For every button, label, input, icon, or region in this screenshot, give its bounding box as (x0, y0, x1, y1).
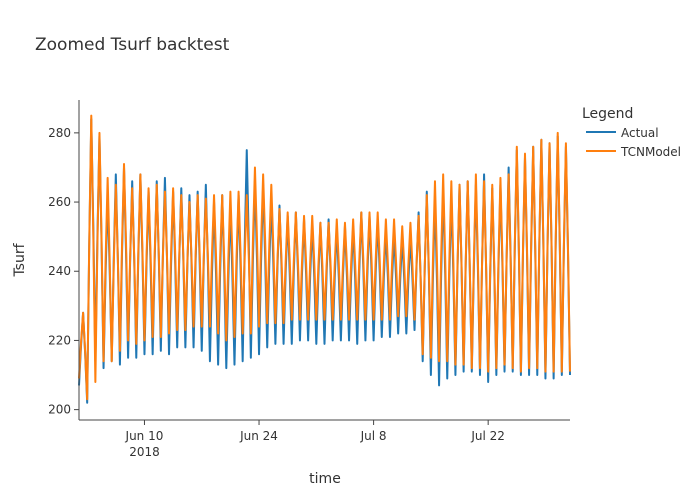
x-tick-label: Jul 8 (360, 429, 387, 443)
y-axis-ticks: 200 220 240 260 280 (48, 126, 79, 417)
y-tick-label: 220 (48, 333, 71, 347)
legend: Legend Actual TCNModel (582, 106, 681, 159)
x-tick-label: Jun 24 (239, 429, 278, 443)
x-tick-sublabel: 2018 (129, 445, 160, 459)
legend-label-tcnmodel: TCNModel (620, 145, 681, 159)
legend-label-actual: Actual (621, 126, 659, 140)
series-line-tcnmodel (78, 114, 571, 401)
y-tick-label: 240 (48, 264, 71, 278)
y-tick-label: 200 (48, 403, 71, 417)
x-axis-ticks: Jun 10 2018 Jun 24 Jul 8 Jul 22 (125, 420, 505, 459)
series-layer (78, 114, 571, 404)
y-axis-title: Tsurf (12, 242, 28, 277)
y-tick-label: 280 (48, 126, 71, 140)
x-tick-label: Jul 22 (470, 429, 505, 443)
legend-title: Legend (582, 106, 633, 122)
series-line-actual (78, 118, 571, 404)
x-axis-title: time (309, 471, 341, 487)
y-tick-label: 260 (48, 195, 71, 209)
x-tick-label: Jun 10 (125, 429, 164, 443)
chart-title: Zoomed Tsurf backtest (35, 35, 230, 55)
plot-area (78, 114, 571, 404)
